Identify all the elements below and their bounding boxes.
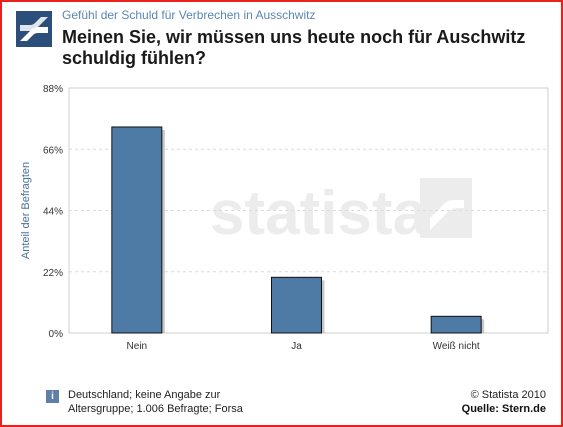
y-tick-label: 22%	[43, 268, 63, 279]
y-tick-label: 88%	[43, 84, 63, 95]
x-tick-label: Ja	[291, 341, 302, 352]
y-tick-label: 44%	[43, 207, 63, 218]
x-tick-label: Weiß nicht	[433, 341, 480, 352]
bar-1	[271, 276, 322, 334]
source-text: Quelle: Stern.de	[461, 403, 546, 415]
survey-note: Deutschland; keine Angabe zur Altersgrup…	[68, 389, 243, 415]
y-tick-label: 0%	[49, 329, 64, 340]
watermark-text: statista	[210, 179, 428, 248]
watermark-logo-icon	[420, 178, 472, 238]
chart-subtitle: Gefühl der Schuld für Verbrechen in Auss…	[62, 8, 316, 22]
x-tick-label: Nein	[127, 341, 148, 352]
y-axis-label: Anteil der Befragten	[20, 162, 32, 259]
chart-title: Meinen Sie, wir müssen uns heute noch fü…	[62, 27, 526, 68]
y-tick-label: 66%	[43, 145, 63, 156]
copyright-text: © Statista 2010	[470, 389, 546, 401]
statista-logo-icon	[16, 11, 52, 47]
bar-2	[430, 315, 482, 334]
bar-0	[111, 126, 163, 334]
info-icon[interactable]: i	[46, 390, 59, 403]
